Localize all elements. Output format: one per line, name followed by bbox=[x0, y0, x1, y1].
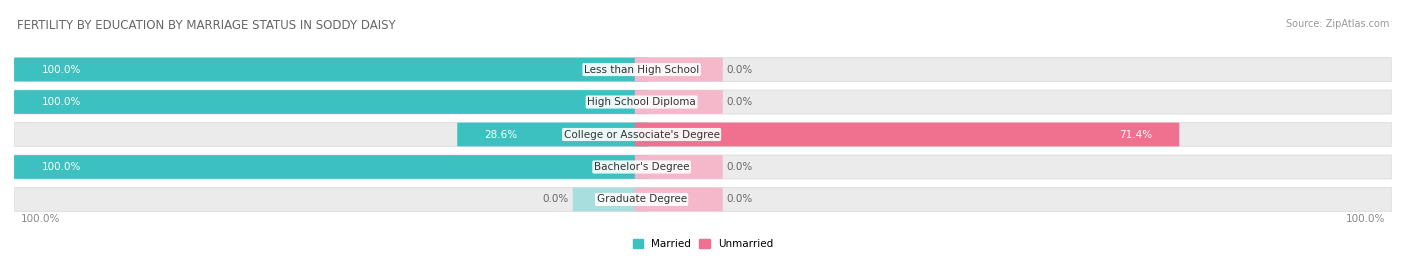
Text: 100.0%: 100.0% bbox=[41, 65, 80, 75]
FancyBboxPatch shape bbox=[14, 155, 1392, 179]
FancyBboxPatch shape bbox=[634, 123, 1180, 146]
Legend: Married, Unmarried: Married, Unmarried bbox=[628, 235, 778, 253]
Text: 100.0%: 100.0% bbox=[1346, 214, 1385, 224]
FancyBboxPatch shape bbox=[634, 58, 723, 82]
Text: 0.0%: 0.0% bbox=[543, 194, 568, 204]
Text: 0.0%: 0.0% bbox=[727, 97, 754, 107]
Text: 100.0%: 100.0% bbox=[41, 97, 80, 107]
Text: Bachelor's Degree: Bachelor's Degree bbox=[593, 162, 689, 172]
FancyBboxPatch shape bbox=[634, 187, 723, 211]
FancyBboxPatch shape bbox=[457, 123, 648, 146]
FancyBboxPatch shape bbox=[572, 187, 648, 211]
Text: Graduate Degree: Graduate Degree bbox=[596, 194, 686, 204]
Text: College or Associate's Degree: College or Associate's Degree bbox=[564, 129, 720, 140]
Text: FERTILITY BY EDUCATION BY MARRIAGE STATUS IN SODDY DAISY: FERTILITY BY EDUCATION BY MARRIAGE STATU… bbox=[17, 19, 395, 32]
Text: Source: ZipAtlas.com: Source: ZipAtlas.com bbox=[1285, 19, 1389, 29]
FancyBboxPatch shape bbox=[634, 90, 723, 114]
Text: 28.6%: 28.6% bbox=[485, 129, 517, 140]
FancyBboxPatch shape bbox=[14, 90, 648, 114]
FancyBboxPatch shape bbox=[14, 187, 1392, 211]
FancyBboxPatch shape bbox=[634, 155, 723, 179]
FancyBboxPatch shape bbox=[14, 58, 648, 82]
FancyBboxPatch shape bbox=[14, 123, 1392, 146]
Text: 0.0%: 0.0% bbox=[727, 194, 754, 204]
Text: High School Diploma: High School Diploma bbox=[588, 97, 696, 107]
FancyBboxPatch shape bbox=[14, 58, 1392, 82]
FancyBboxPatch shape bbox=[14, 155, 648, 179]
Text: 100.0%: 100.0% bbox=[41, 162, 80, 172]
Text: 100.0%: 100.0% bbox=[21, 214, 60, 224]
Text: Less than High School: Less than High School bbox=[583, 65, 699, 75]
Text: 71.4%: 71.4% bbox=[1119, 129, 1152, 140]
FancyBboxPatch shape bbox=[14, 90, 1392, 114]
Text: 0.0%: 0.0% bbox=[727, 65, 754, 75]
Text: 0.0%: 0.0% bbox=[727, 162, 754, 172]
